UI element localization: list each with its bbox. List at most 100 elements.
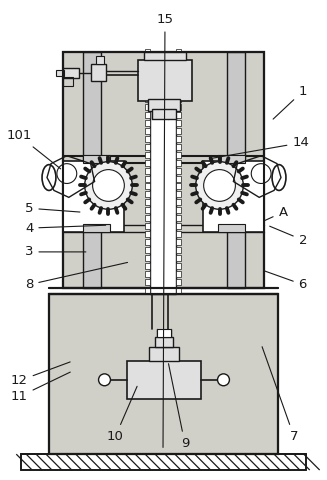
Bar bbox=[176, 57, 181, 62]
Bar bbox=[144, 52, 186, 60]
Bar bbox=[145, 64, 150, 71]
Text: 12: 12 bbox=[11, 362, 70, 387]
Bar bbox=[145, 271, 150, 276]
Bar bbox=[176, 287, 181, 292]
Text: 3: 3 bbox=[25, 245, 86, 258]
Bar bbox=[91, 63, 107, 81]
Circle shape bbox=[93, 169, 124, 201]
Circle shape bbox=[217, 374, 230, 386]
Circle shape bbox=[57, 164, 77, 183]
Text: 14: 14 bbox=[212, 136, 309, 158]
Text: 6: 6 bbox=[264, 271, 307, 291]
Bar bbox=[176, 176, 181, 181]
Bar bbox=[176, 239, 181, 245]
Bar bbox=[176, 80, 181, 86]
Bar bbox=[176, 199, 181, 205]
Text: 11: 11 bbox=[11, 372, 70, 403]
Circle shape bbox=[98, 374, 111, 386]
Bar bbox=[176, 192, 181, 197]
Circle shape bbox=[196, 162, 243, 209]
Bar bbox=[145, 104, 150, 110]
Bar bbox=[83, 155, 111, 163]
Circle shape bbox=[251, 164, 271, 183]
Bar bbox=[176, 72, 181, 78]
Circle shape bbox=[85, 162, 132, 209]
Bar bbox=[145, 231, 150, 237]
Bar bbox=[145, 152, 150, 158]
Bar bbox=[63, 52, 264, 288]
Bar bbox=[176, 255, 181, 261]
Bar bbox=[145, 176, 150, 181]
Bar bbox=[63, 52, 264, 288]
Bar bbox=[145, 247, 150, 253]
Bar bbox=[176, 223, 181, 229]
Bar bbox=[145, 168, 150, 174]
Text: 10: 10 bbox=[107, 386, 137, 443]
Bar bbox=[49, 294, 278, 454]
Bar bbox=[176, 215, 181, 221]
Bar bbox=[176, 144, 181, 150]
Bar bbox=[152, 109, 176, 119]
Bar bbox=[176, 279, 181, 285]
Bar bbox=[176, 207, 181, 213]
Bar bbox=[49, 294, 278, 454]
Bar bbox=[145, 207, 150, 213]
Bar bbox=[176, 88, 181, 94]
Bar bbox=[145, 48, 150, 55]
Bar bbox=[176, 271, 181, 276]
Bar bbox=[127, 361, 201, 399]
Bar bbox=[176, 247, 181, 253]
Bar bbox=[145, 287, 150, 292]
Bar bbox=[145, 192, 150, 197]
Bar bbox=[145, 120, 150, 126]
Bar bbox=[145, 263, 150, 269]
Text: 101: 101 bbox=[7, 130, 61, 169]
Text: 2: 2 bbox=[270, 226, 307, 247]
Circle shape bbox=[204, 169, 235, 201]
Bar bbox=[49, 294, 278, 454]
Bar bbox=[145, 144, 150, 150]
Bar bbox=[176, 128, 181, 134]
Bar bbox=[145, 128, 150, 134]
Bar bbox=[176, 48, 181, 55]
Bar bbox=[145, 136, 150, 142]
Text: 4: 4 bbox=[25, 222, 106, 235]
Bar bbox=[176, 160, 181, 166]
Bar bbox=[145, 96, 150, 102]
Bar bbox=[21, 454, 306, 470]
Bar bbox=[145, 160, 150, 166]
Bar bbox=[217, 224, 245, 232]
Bar bbox=[145, 279, 150, 285]
Bar bbox=[95, 56, 104, 63]
Bar bbox=[176, 136, 181, 142]
Text: 1: 1 bbox=[273, 85, 307, 119]
Bar bbox=[63, 161, 124, 232]
Bar bbox=[157, 329, 171, 337]
Bar bbox=[228, 52, 245, 288]
Bar bbox=[83, 52, 100, 288]
Bar bbox=[145, 239, 150, 245]
Text: 7: 7 bbox=[262, 347, 298, 443]
Text: 5: 5 bbox=[25, 202, 80, 215]
Bar bbox=[145, 183, 150, 190]
Text: 8: 8 bbox=[25, 263, 128, 291]
Bar bbox=[145, 112, 150, 118]
Bar bbox=[176, 96, 181, 102]
Bar bbox=[176, 231, 181, 237]
Bar bbox=[145, 199, 150, 205]
Bar bbox=[148, 99, 180, 111]
Bar bbox=[138, 60, 192, 101]
Bar bbox=[145, 223, 150, 229]
Bar bbox=[150, 52, 176, 294]
Text: 15: 15 bbox=[157, 13, 174, 447]
Bar bbox=[145, 72, 150, 78]
Bar bbox=[145, 215, 150, 221]
Bar bbox=[63, 52, 264, 288]
Bar bbox=[83, 224, 111, 232]
Bar bbox=[203, 161, 264, 232]
Text: 9: 9 bbox=[168, 364, 189, 450]
Bar bbox=[145, 57, 150, 62]
Bar bbox=[176, 263, 181, 269]
Bar bbox=[145, 80, 150, 86]
Bar bbox=[56, 71, 64, 76]
